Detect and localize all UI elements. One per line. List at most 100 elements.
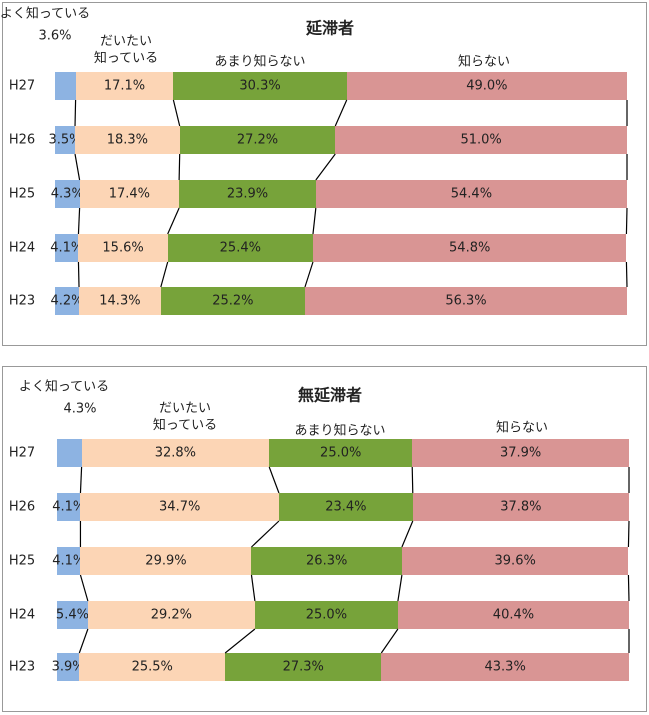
value-label: 27.3% [282, 659, 324, 675]
value-label: 25.0% [320, 445, 362, 461]
value-label: 54.4% [450, 186, 493, 202]
bar-segment [57, 653, 80, 681]
connector-line [167, 207, 180, 235]
chart-title: 無延滞者 [297, 385, 363, 405]
bar-segment [79, 653, 226, 681]
bar-segment [80, 547, 252, 575]
value-label: 4.3% [63, 401, 97, 417]
value-label: 40.4% [492, 607, 535, 623]
connector-line [77, 207, 81, 235]
bar-segment [167, 234, 313, 262]
category-label: H27 [8, 78, 36, 94]
value-label: 26.3% [306, 553, 348, 569]
connector-line [250, 574, 256, 602]
series-name: よく知っている [18, 379, 110, 395]
value-label: 32.8% [154, 445, 197, 461]
bar-segment [269, 439, 413, 467]
value-label: 17.1% [103, 78, 146, 94]
bar-segment [57, 493, 81, 521]
connector-line [625, 207, 628, 235]
bar-segment [87, 601, 255, 629]
bar-segment [55, 234, 79, 262]
value-label: 29.9% [145, 553, 187, 569]
bar-segment [251, 547, 402, 575]
series-name: だいたい 知っている [152, 401, 218, 433]
bar-segment [75, 126, 180, 154]
connector-line [268, 466, 280, 494]
chart-title: 延滞者 [305, 18, 355, 38]
series-name: 知らない [457, 54, 511, 70]
bar-segment [412, 439, 629, 467]
value-label: 49.0% [466, 78, 508, 94]
value-label: 51.0% [460, 132, 502, 148]
bar-segment [397, 601, 629, 629]
bar-segment [57, 601, 88, 629]
connector-line [77, 261, 80, 288]
value-label: 4.1% [50, 240, 84, 256]
bar-segment [225, 653, 382, 681]
bar-segment [78, 234, 168, 262]
bar-segment [173, 72, 347, 100]
series-name: あまり知らない [214, 54, 306, 70]
connector-line [224, 628, 256, 654]
bar-segment [57, 439, 82, 467]
value-label: 25.0% [305, 607, 348, 623]
value-label: 18.3% [106, 132, 148, 148]
value-label: 37.8% [500, 499, 542, 515]
connector-line [334, 99, 348, 127]
series-name: よく知っている [0, 6, 91, 22]
value-label: 30.3% [239, 78, 281, 94]
category-label: H27 [8, 445, 36, 461]
category-label: H23 [8, 293, 36, 309]
bar-segment [315, 180, 627, 208]
bar-segment [179, 180, 316, 208]
bar-segment [278, 493, 413, 521]
category-label: H25 [8, 186, 36, 202]
bar-segment [401, 547, 629, 575]
value-label: 23.9% [226, 186, 269, 202]
value-label: 25.4% [219, 240, 261, 256]
bar-segment [80, 493, 279, 521]
connector-line [172, 99, 181, 127]
series-name: あまり知らない [294, 423, 386, 439]
value-label: 3.5% [48, 132, 82, 148]
category-label: H23 [8, 659, 36, 675]
bar-segment [346, 72, 627, 100]
bar-segment [55, 287, 80, 315]
connector-line [312, 207, 317, 235]
connector-line [79, 466, 83, 494]
value-label: 4.3% [50, 186, 84, 202]
value-label: 23.4% [325, 499, 367, 515]
bar-segment [55, 126, 76, 154]
value-label: 27.2% [236, 132, 279, 148]
bar-segment [79, 287, 161, 315]
connector-line [411, 466, 414, 494]
bar-segment [79, 180, 180, 208]
value-label: 4.1% [52, 553, 86, 569]
bar-segment [312, 234, 627, 262]
value-label: 29.2% [150, 607, 193, 623]
connector-line [401, 520, 414, 548]
connector-line [78, 628, 89, 654]
value-label: 3.9% [51, 659, 85, 675]
value-label: 43.3% [484, 659, 526, 675]
value-label: 37.9% [499, 445, 542, 461]
bar-segment [57, 547, 81, 575]
value-label: 25.5% [131, 659, 173, 675]
connector-line [178, 153, 181, 181]
connector-line [304, 261, 314, 288]
bar-segment [160, 287, 305, 315]
connector-line [627, 520, 630, 548]
category-label: H26 [8, 132, 36, 148]
bar-segment [412, 493, 629, 521]
value-label: 4.2% [50, 293, 84, 309]
connector-line [315, 153, 336, 181]
bar-segment [381, 653, 629, 681]
category-label: H24 [8, 240, 36, 256]
value-label: 15.6% [102, 240, 144, 256]
value-label: 17.4% [108, 186, 151, 202]
bar-segment [254, 601, 398, 629]
